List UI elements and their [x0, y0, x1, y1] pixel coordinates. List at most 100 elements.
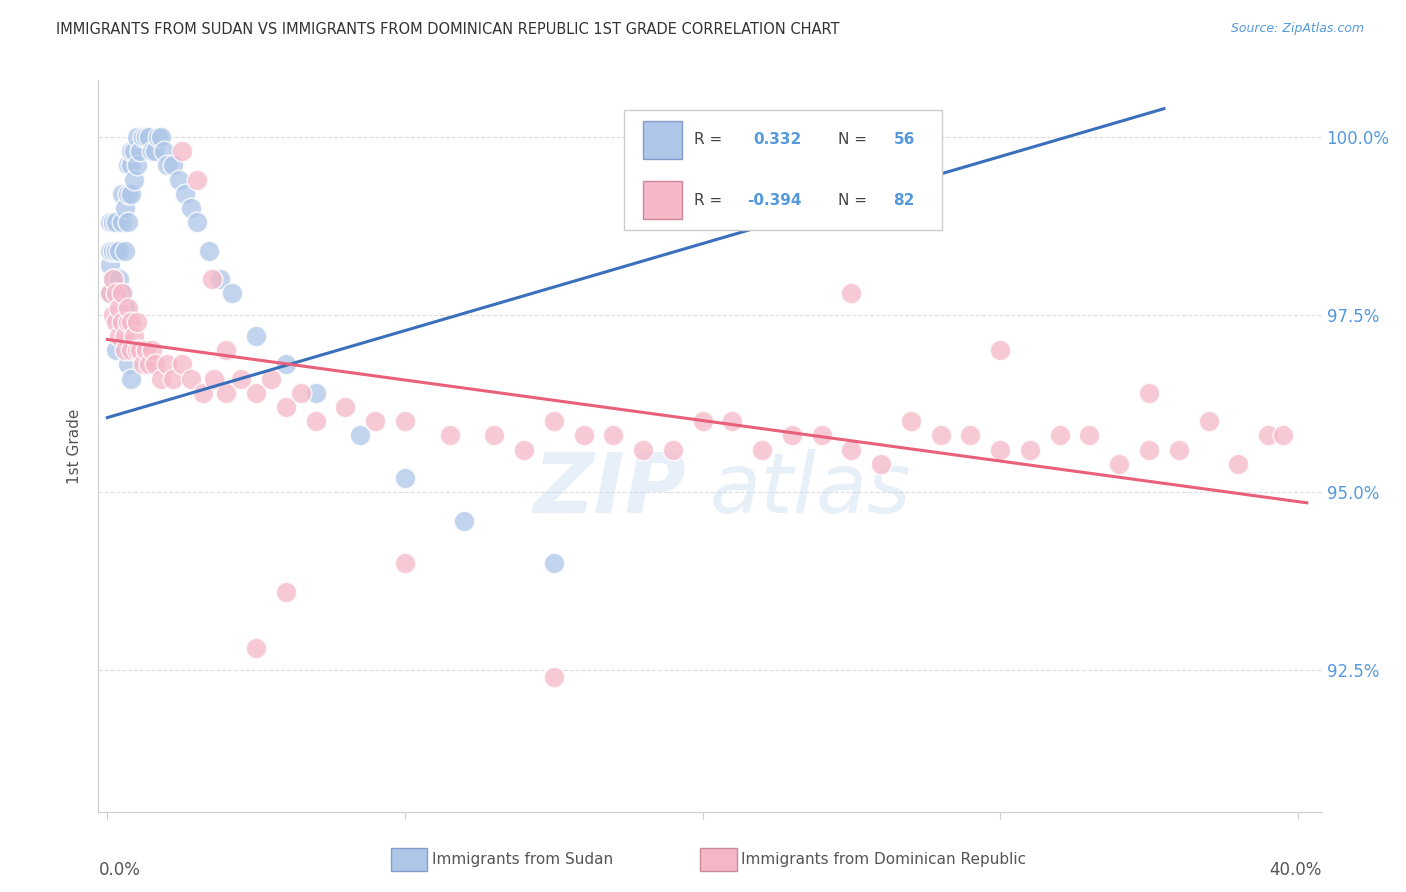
- Point: [120, 145, 142, 159]
- Point: [103, 244, 125, 258]
- Point: [98, 286, 121, 301]
- Point: [122, 329, 145, 343]
- Point: [105, 286, 128, 301]
- Point: [1078, 428, 1101, 442]
- Point: [135, 343, 157, 358]
- Point: [129, 343, 152, 358]
- Text: Source: ZipAtlas.com: Source: ZipAtlas.com: [1230, 22, 1364, 36]
- Text: atlas: atlas: [710, 450, 911, 531]
- Point: [231, 371, 253, 385]
- Point: [439, 428, 461, 442]
- Point: [274, 357, 297, 371]
- Point: [900, 414, 922, 428]
- Point: [245, 329, 267, 343]
- Point: [543, 556, 565, 570]
- Point: [1227, 457, 1250, 471]
- Point: [122, 172, 145, 186]
- Point: [149, 371, 172, 385]
- Point: [111, 315, 134, 329]
- FancyBboxPatch shape: [643, 120, 682, 159]
- Text: 56: 56: [894, 132, 915, 147]
- Point: [103, 308, 125, 322]
- Point: [138, 130, 160, 145]
- Point: [105, 343, 128, 358]
- Point: [162, 159, 184, 173]
- Point: [274, 400, 297, 414]
- Point: [156, 357, 179, 371]
- Point: [108, 329, 131, 343]
- Point: [114, 329, 136, 343]
- Point: [349, 428, 371, 442]
- Point: [141, 343, 163, 358]
- Point: [572, 428, 595, 442]
- Point: [153, 145, 176, 159]
- Point: [98, 215, 121, 229]
- Point: [260, 371, 283, 385]
- Y-axis label: 1st Grade: 1st Grade: [67, 409, 83, 483]
- Point: [1049, 428, 1071, 442]
- Point: [1019, 442, 1042, 457]
- Text: R =: R =: [695, 132, 723, 147]
- Point: [305, 385, 328, 400]
- Point: [364, 414, 387, 428]
- Text: -0.394: -0.394: [747, 193, 801, 208]
- Point: [132, 357, 155, 371]
- Point: [149, 130, 172, 145]
- Point: [117, 159, 139, 173]
- Point: [394, 471, 416, 485]
- Point: [513, 442, 536, 457]
- Point: [127, 159, 149, 173]
- FancyBboxPatch shape: [643, 181, 682, 219]
- Point: [120, 186, 142, 201]
- Point: [453, 514, 475, 528]
- Text: N =: N =: [838, 193, 868, 208]
- Point: [200, 272, 222, 286]
- Point: [120, 371, 142, 385]
- Point: [103, 272, 125, 286]
- Point: [117, 301, 139, 315]
- Point: [335, 400, 357, 414]
- Text: N =: N =: [838, 132, 868, 147]
- Point: [120, 159, 142, 173]
- Point: [103, 215, 125, 229]
- Point: [132, 130, 155, 145]
- Point: [111, 286, 134, 301]
- Point: [111, 215, 134, 229]
- Point: [180, 201, 202, 215]
- Point: [117, 315, 139, 329]
- FancyBboxPatch shape: [624, 110, 942, 230]
- Text: 40.0%: 40.0%: [1270, 862, 1322, 880]
- Point: [1257, 428, 1279, 442]
- Point: [170, 357, 193, 371]
- Point: [98, 244, 121, 258]
- Point: [1198, 414, 1220, 428]
- Point: [138, 357, 160, 371]
- Point: [221, 286, 243, 301]
- Point: [117, 186, 139, 201]
- Point: [111, 186, 134, 201]
- Point: [290, 385, 312, 400]
- Point: [810, 428, 832, 442]
- Point: [127, 130, 149, 145]
- Point: [146, 130, 169, 145]
- Point: [870, 457, 893, 471]
- Point: [108, 244, 131, 258]
- Point: [180, 371, 202, 385]
- Point: [170, 145, 193, 159]
- Point: [988, 343, 1011, 358]
- Point: [841, 442, 863, 457]
- Text: 0.0%: 0.0%: [98, 862, 141, 880]
- Point: [602, 428, 624, 442]
- Point: [197, 244, 219, 258]
- Point: [98, 258, 121, 272]
- Text: R =: R =: [695, 193, 723, 208]
- Point: [117, 215, 139, 229]
- Text: ZIP: ZIP: [533, 450, 686, 531]
- Point: [1137, 385, 1160, 400]
- Point: [543, 670, 565, 684]
- Point: [135, 130, 157, 145]
- Point: [988, 442, 1011, 457]
- Text: Immigrants from Sudan: Immigrants from Sudan: [432, 853, 613, 867]
- Text: 0.332: 0.332: [752, 132, 801, 147]
- Point: [143, 357, 166, 371]
